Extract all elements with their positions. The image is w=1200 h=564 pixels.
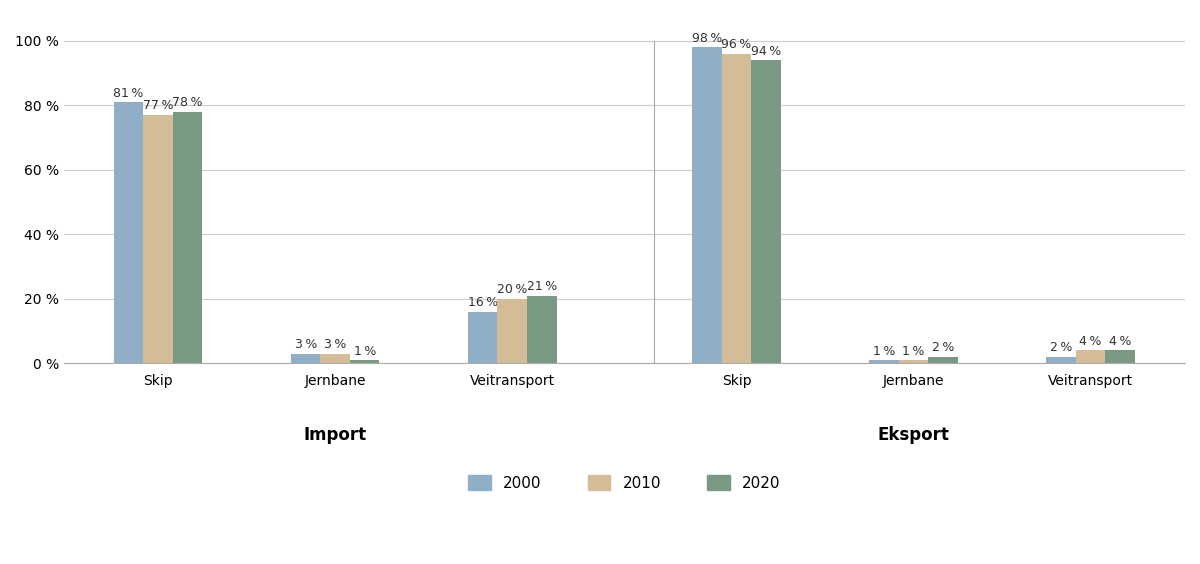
Text: 81 %: 81 % — [114, 86, 144, 99]
Text: 3 %: 3 % — [294, 338, 317, 351]
Text: 21 %: 21 % — [527, 280, 557, 293]
Bar — [1046, 357, 1076, 363]
Bar — [527, 296, 557, 363]
Bar — [929, 357, 958, 363]
Text: 2 %: 2 % — [1050, 341, 1073, 354]
Text: 94 %: 94 % — [751, 45, 781, 58]
Bar — [1076, 350, 1105, 363]
Bar — [692, 47, 721, 363]
Legend: 2000, 2010, 2020: 2000, 2010, 2020 — [462, 469, 787, 497]
Bar — [721, 54, 751, 363]
Text: 96 %: 96 % — [721, 38, 751, 51]
Bar — [468, 312, 498, 363]
Bar — [114, 102, 144, 363]
Bar — [144, 115, 173, 363]
Bar — [320, 354, 350, 363]
Text: 4 %: 4 % — [1109, 335, 1132, 348]
Text: 20 %: 20 % — [497, 283, 528, 296]
Text: 78 %: 78 % — [173, 96, 203, 109]
Text: 77 %: 77 % — [143, 99, 174, 112]
Bar — [751, 60, 781, 363]
Text: 1 %: 1 % — [354, 345, 376, 358]
Text: 16 %: 16 % — [468, 296, 498, 309]
Bar — [869, 360, 899, 363]
Text: 98 %: 98 % — [692, 32, 722, 45]
Bar — [290, 354, 320, 363]
Text: 1 %: 1 % — [872, 345, 895, 358]
Bar — [173, 112, 203, 363]
Text: Eksport: Eksport — [877, 426, 949, 444]
Text: 4 %: 4 % — [1079, 335, 1102, 348]
Bar — [1105, 350, 1135, 363]
Text: 1 %: 1 % — [902, 345, 925, 358]
Bar — [899, 360, 929, 363]
Text: 3 %: 3 % — [324, 338, 347, 351]
Text: 2 %: 2 % — [932, 341, 954, 354]
Bar — [350, 360, 379, 363]
Text: Import: Import — [304, 426, 367, 444]
Bar — [498, 299, 527, 363]
